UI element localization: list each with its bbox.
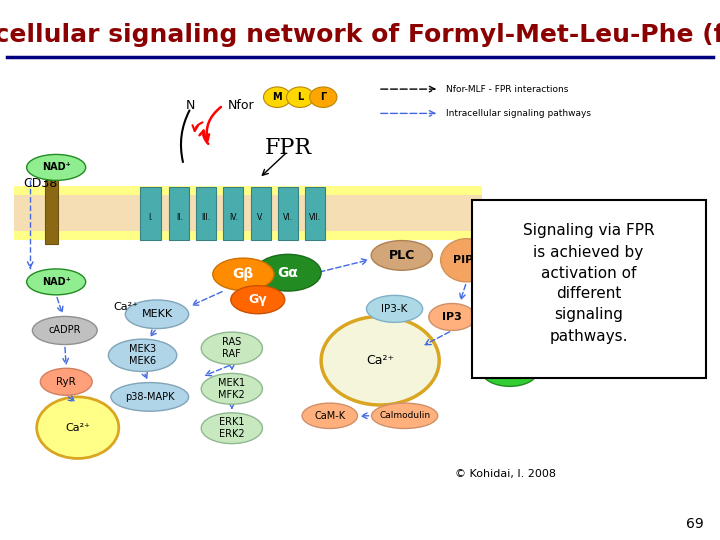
Text: Nfor: Nfor xyxy=(228,99,254,112)
Text: MEKK: MEKK xyxy=(141,309,173,319)
Ellipse shape xyxy=(202,413,263,444)
Text: Ca²⁺: Ca²⁺ xyxy=(366,354,395,367)
Ellipse shape xyxy=(32,316,97,345)
Bar xyxy=(223,187,243,240)
Bar xyxy=(196,187,216,240)
Ellipse shape xyxy=(27,269,86,295)
Text: MEK3: MEK3 xyxy=(129,345,156,354)
Text: Intracellular signaling pathways: Intracellular signaling pathways xyxy=(446,109,591,118)
Text: © Kohidai, I. 2008: © Kohidai, I. 2008 xyxy=(455,469,556,479)
Ellipse shape xyxy=(429,303,475,330)
Text: IP3-K: IP3-K xyxy=(382,304,408,314)
Text: Nfor-MLF - FPR interactions: Nfor-MLF - FPR interactions xyxy=(446,85,569,93)
Text: DAG: DAG xyxy=(499,312,526,322)
Circle shape xyxy=(264,87,291,107)
Ellipse shape xyxy=(255,254,321,291)
Text: cADPR: cADPR xyxy=(48,326,81,335)
Text: IP3: IP3 xyxy=(442,312,462,322)
Text: PIP2: PIP2 xyxy=(453,255,480,265)
Text: M: M xyxy=(272,92,282,102)
Ellipse shape xyxy=(111,382,189,411)
Text: VII.: VII. xyxy=(310,213,321,221)
Text: p38-MAPK: p38-MAPK xyxy=(125,392,174,402)
Text: PLC: PLC xyxy=(389,249,415,262)
Text: MEK6: MEK6 xyxy=(129,356,156,366)
Text: III.: III. xyxy=(202,213,210,221)
Ellipse shape xyxy=(372,403,438,429)
Text: Gγ: Gγ xyxy=(248,293,267,306)
Circle shape xyxy=(287,87,314,107)
Bar xyxy=(14,186,482,195)
Text: NAD⁺: NAD⁺ xyxy=(42,163,71,172)
Ellipse shape xyxy=(125,300,189,328)
Ellipse shape xyxy=(108,339,177,372)
Ellipse shape xyxy=(213,258,274,291)
Ellipse shape xyxy=(40,368,92,395)
Text: RAF: RAF xyxy=(222,349,241,359)
Ellipse shape xyxy=(372,240,433,270)
Text: MEK1: MEK1 xyxy=(218,378,246,388)
Ellipse shape xyxy=(27,154,86,180)
Bar xyxy=(169,187,189,240)
Circle shape xyxy=(310,87,337,107)
Text: II.: II. xyxy=(176,213,183,221)
Circle shape xyxy=(37,397,119,458)
Bar xyxy=(140,187,161,240)
Ellipse shape xyxy=(482,355,538,387)
Text: 69: 69 xyxy=(686,517,703,531)
Text: CaM-K: CaM-K xyxy=(314,411,346,421)
Text: ERK2: ERK2 xyxy=(219,429,245,439)
Bar xyxy=(45,166,58,244)
Text: ERK1: ERK1 xyxy=(219,417,245,427)
Ellipse shape xyxy=(202,332,263,365)
Ellipse shape xyxy=(441,239,492,282)
Ellipse shape xyxy=(230,286,285,314)
Text: Intracellular signaling network of Formyl-Met-Leu-Phe (fMLF): Intracellular signaling network of Formy… xyxy=(0,23,720,47)
Text: Gα: Gα xyxy=(278,266,298,280)
Bar xyxy=(251,187,271,240)
Ellipse shape xyxy=(366,295,423,322)
Bar xyxy=(14,186,482,240)
Text: VI.: VI. xyxy=(283,213,293,221)
Text: RyR: RyR xyxy=(56,377,76,387)
Text: I.: I. xyxy=(148,213,153,221)
Text: IV.: IV. xyxy=(229,213,238,221)
Text: V.: V. xyxy=(257,213,264,221)
Ellipse shape xyxy=(302,403,358,429)
Circle shape xyxy=(321,316,439,405)
Bar xyxy=(305,187,325,240)
Text: MFK2: MFK2 xyxy=(218,390,246,400)
Text: Calmodulin: Calmodulin xyxy=(379,411,431,420)
FancyBboxPatch shape xyxy=(472,200,706,378)
Text: Ca²⁺: Ca²⁺ xyxy=(66,423,90,433)
Bar xyxy=(278,187,298,240)
Ellipse shape xyxy=(488,303,537,330)
Text: Ca²⁺: Ca²⁺ xyxy=(114,302,139,312)
Text: CD38: CD38 xyxy=(23,177,58,190)
Ellipse shape xyxy=(202,374,263,404)
Text: Signaling via FPR
is achieved by
activation of
different
signaling
pathways.: Signaling via FPR is achieved by activat… xyxy=(523,224,654,343)
Text: N: N xyxy=(186,99,196,112)
Bar xyxy=(14,231,482,240)
Text: NAD⁺: NAD⁺ xyxy=(42,277,71,287)
Text: L: L xyxy=(297,92,303,102)
Text: Γ: Γ xyxy=(320,92,326,102)
Text: PKC: PKC xyxy=(496,364,523,377)
Text: Gβ: Gβ xyxy=(233,267,254,281)
Text: RAS: RAS xyxy=(222,338,241,347)
Text: FPR: FPR xyxy=(264,138,312,159)
